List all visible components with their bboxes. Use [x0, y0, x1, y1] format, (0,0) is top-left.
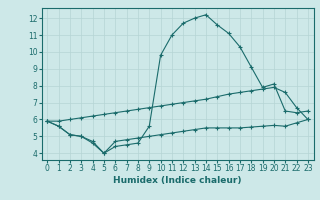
X-axis label: Humidex (Indice chaleur): Humidex (Indice chaleur) [113, 176, 242, 185]
